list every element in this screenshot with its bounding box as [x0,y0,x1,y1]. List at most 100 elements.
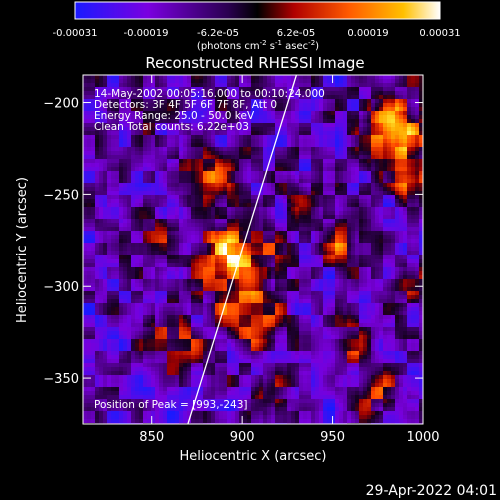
heatmap-cell [259,279,263,283]
heatmap-cell [187,107,191,111]
heatmap-cell [267,271,271,275]
heatmap-cell [355,239,359,243]
heatmap-cell [183,287,187,291]
heatmap-cell [163,223,167,227]
heatmap-cell [387,267,391,271]
heatmap-cell [311,287,315,291]
heatmap-cell [391,279,395,283]
heatmap-cell [83,187,87,191]
heatmap-cell [239,303,243,307]
heatmap-cell [223,119,227,123]
heatmap-cell [279,175,283,179]
heatmap-cell [243,231,247,235]
heatmap-cell [223,283,227,287]
heatmap-cell [227,115,231,119]
heatmap-cell [195,111,199,115]
heatmap-cell [407,83,411,87]
heatmap-cell [95,147,99,151]
heatmap-cell [255,103,259,107]
heatmap-cell [299,131,303,135]
heatmap-cell [315,303,319,307]
heatmap-cell [331,303,335,307]
heatmap-cell [395,87,399,91]
heatmap-cell [107,79,111,83]
heatmap-cell [391,267,395,271]
heatmap-cell [343,91,347,95]
heatmap-cell [87,295,91,299]
heatmap-cell [307,267,311,271]
heatmap-cell [243,283,247,287]
heatmap-cell [231,255,235,259]
heatmap-cell [219,279,223,283]
heatmap-cell [215,263,219,267]
heatmap-cell [199,271,203,275]
heatmap-cell [367,259,371,263]
heatmap-cell [347,275,351,279]
heatmap-cell [327,175,331,179]
heatmap-cell [239,167,243,171]
heatmap-cell [343,199,347,203]
heatmap-cell [411,143,415,147]
heatmap-cell [411,95,415,99]
heatmap-cell [159,303,163,307]
heatmap-cell [267,263,271,267]
heatmap-cell [183,183,187,187]
heatmap-cell [351,167,355,171]
heatmap-cell [235,227,239,231]
heatmap-cell [339,295,343,299]
heatmap-cell [203,91,207,95]
heatmap-cell [243,115,247,119]
heatmap-cell [163,271,167,275]
heatmap-cell [267,183,271,187]
heatmap-cell [403,223,407,227]
heatmap-cell [207,299,211,303]
heatmap-cell [143,147,147,151]
heatmap-cell [159,135,163,139]
heatmap-cell [83,219,87,223]
heatmap-cell [315,163,319,167]
heatmap-cell [303,199,307,203]
heatmap-cell [235,191,239,195]
heatmap-cell [419,183,423,187]
heatmap-cell [379,147,383,151]
heatmap-cell [123,111,127,115]
heatmap-cell [407,199,411,203]
heatmap-cell [391,271,395,275]
heatmap-cell [359,143,363,147]
heatmap-cell [183,75,187,79]
heatmap-cell [91,127,95,131]
heatmap-cell [263,75,267,79]
heatmap-cell [87,83,91,87]
heatmap-cell [107,279,111,283]
heatmap-cell [363,119,367,123]
heatmap-cell [319,239,323,243]
heatmap-cell [107,215,111,219]
heatmap-cell [223,195,227,199]
heatmap-cell [123,239,127,243]
heatmap-cell [291,303,295,307]
heatmap-cell [295,179,299,183]
heatmap-cell [163,131,167,135]
heatmap-cell [327,231,331,235]
heatmap-cell [283,179,287,183]
heatmap-cell [415,251,419,255]
heatmap-cell [107,263,111,267]
heatmap-cell [123,263,127,267]
heatmap-cell [147,147,151,151]
heatmap-cell [387,291,391,295]
heatmap-cell [383,291,387,295]
heatmap-cell [107,103,111,107]
heatmap-cell [399,223,403,227]
heatmap-cell [275,219,279,223]
heatmap-cell [327,75,331,79]
heatmap-cell [263,123,267,127]
heatmap-cell [119,211,123,215]
colorbar-tick-label: 0.00019 [347,28,388,39]
heatmap-cell [271,263,275,267]
heatmap-cell [315,83,319,87]
heatmap-cell [227,187,231,191]
heatmap-cell [235,87,239,91]
heatmap-cell [139,115,143,119]
heatmap-cell [203,207,207,211]
heatmap-cell [179,295,183,299]
